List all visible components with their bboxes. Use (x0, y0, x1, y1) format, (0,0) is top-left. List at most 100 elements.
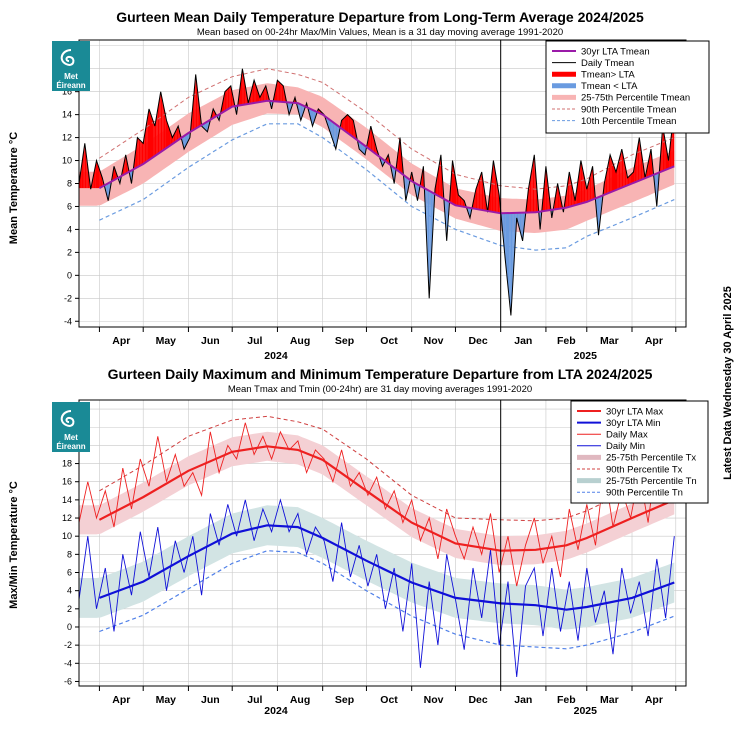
above-lta-fill (544, 166, 546, 211)
below-lta-fill (311, 109, 313, 127)
above-lta-fill (347, 114, 349, 134)
x-month-label: Sep (335, 694, 354, 706)
x-month-label: Oct (380, 335, 398, 347)
above-lta-fill (135, 137, 138, 168)
daily-min-line (78, 498, 675, 677)
y-axis-label: Max/Min Temperature °C (8, 481, 20, 609)
above-lta-fill (532, 154, 535, 213)
below-lta-fill (359, 141, 361, 151)
daily-max-line (78, 409, 675, 587)
below-lta-fill (334, 123, 336, 150)
y-tick-label: 6 (67, 201, 72, 211)
above-lta-fill (529, 172, 532, 213)
above-lta-fill (341, 118, 344, 130)
y-tick-label: 4 (67, 586, 72, 596)
above-lta-fill (582, 167, 584, 204)
above-lta-fill (604, 176, 606, 195)
above-lta-fill (224, 90, 227, 111)
above-lta-fill (262, 88, 265, 102)
above-lta-fill (278, 81, 281, 102)
above-lta-fill (154, 117, 157, 156)
below-lta-fill (518, 212, 520, 230)
above-lta-fill (480, 172, 482, 210)
below-lta-fill (521, 212, 523, 241)
logo: Met Éireann (52, 402, 90, 452)
x-year-label: 2024 (264, 350, 288, 362)
below-lta-fill (508, 213, 510, 302)
legend-label: 30yr LTA Max (606, 406, 663, 417)
x-month-label: Apr (112, 335, 130, 347)
above-lta-fill (168, 124, 170, 147)
above-lta-fill (493, 160, 495, 213)
logo: Met Éireann (52, 41, 90, 91)
y-tick-label: 14 (62, 110, 72, 120)
above-lta-fill (229, 85, 231, 109)
above-lta-fill (348, 116, 351, 135)
y-tick-label: 0 (67, 270, 72, 280)
below-lta-fill (598, 196, 600, 236)
above-lta-fill (589, 172, 592, 201)
y-tick-label: 0 (67, 622, 72, 632)
y-tick-label: 10 (62, 156, 72, 166)
above-lta-fill (607, 162, 609, 194)
above-lta-fill (137, 137, 139, 168)
x-year-label: 2025 (574, 350, 598, 362)
above-lta-fill (230, 85, 233, 108)
y-tick-label: 2 (67, 247, 72, 257)
x-month-label: Dec (468, 335, 487, 347)
above-lta-fill (669, 134, 672, 169)
above-lta-fill (176, 126, 179, 141)
above-lta-fill (617, 160, 619, 190)
below-lta-fill (188, 132, 190, 141)
y-tick-label: 14 (62, 495, 72, 505)
legend-label: 25-75th Percentile Tx (606, 453, 696, 464)
above-lta-fill (614, 167, 616, 191)
legend-label: Tmean> LTA (581, 70, 635, 81)
above-lta-fill (157, 100, 160, 154)
y-tick-label: 18 (62, 459, 72, 469)
above-lta-fill (591, 166, 593, 201)
above-lta-fill (259, 94, 262, 102)
above-lta-fill (627, 176, 630, 186)
above-lta-fill (156, 108, 158, 155)
above-lta-fill (141, 141, 144, 165)
above-lta-fill (280, 83, 282, 102)
p10-line (99, 123, 675, 251)
legend-label: 25-75th Percentile Tmean (581, 93, 690, 104)
x-month-label: Aug (290, 335, 310, 347)
above-lta-fill (386, 154, 389, 164)
above-lta-fill (147, 108, 149, 161)
x-year-label: 2024 (264, 705, 288, 717)
below-lta-fill (503, 213, 506, 259)
x-month-label: Dec (468, 694, 487, 706)
above-lta-fill (125, 154, 128, 174)
above-lta-fill (254, 80, 256, 103)
above-lta-fill (153, 121, 155, 157)
y-tick-label: 6 (67, 568, 72, 578)
lta-max-line (98, 445, 675, 552)
above-lta-fill (566, 182, 568, 208)
above-lta-fill (163, 106, 166, 150)
below-lta-fill (184, 135, 186, 150)
legend-label: Daily Tmean (581, 58, 634, 69)
above-lta-fill (459, 196, 462, 207)
above-lta-fill (637, 137, 640, 182)
below-lta-fill (509, 213, 511, 316)
above-lta-fill (227, 87, 230, 110)
above-lta-fill (165, 113, 167, 149)
below-lta-fill (506, 213, 508, 287)
above-lta-fill (620, 149, 622, 189)
above-lta-fill (458, 195, 460, 207)
legend-label: 90th Percentile Tx (606, 464, 683, 475)
above-lta-fill (421, 166, 424, 188)
legend-label: 30yr LTA Tmean (581, 46, 650, 57)
above-lta-fill (629, 174, 631, 185)
swirl-icon (60, 410, 75, 427)
above-lta-fill (475, 184, 478, 210)
above-lta-fill (160, 91, 163, 152)
above-lta-fill (124, 154, 126, 175)
above-lta-fill (474, 189, 476, 209)
x-month-label: Apr (112, 694, 130, 706)
above-lta-fill (175, 129, 177, 142)
above-lta-fill (559, 190, 561, 209)
